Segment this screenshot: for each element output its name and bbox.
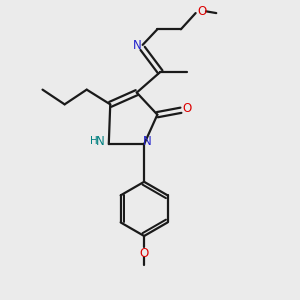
Text: O: O xyxy=(183,102,192,115)
Text: N: N xyxy=(143,135,152,148)
Text: N: N xyxy=(96,135,105,148)
Text: O: O xyxy=(140,247,149,260)
Text: N: N xyxy=(133,39,142,52)
Text: H: H xyxy=(90,136,97,146)
Text: O: O xyxy=(197,5,207,18)
